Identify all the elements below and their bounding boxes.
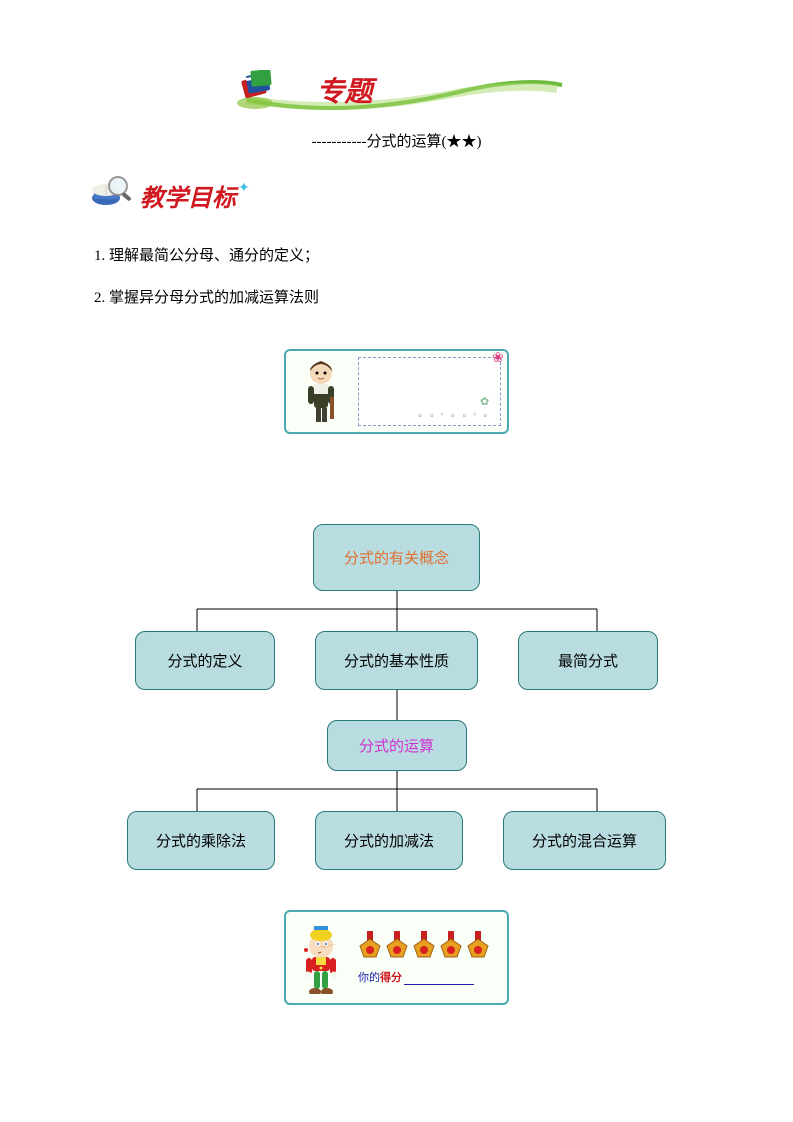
- objective-item: 2. 掌握异分母分式的加减运算法则: [94, 277, 703, 319]
- magnifier-book-icon: [90, 176, 132, 215]
- score-label: 你的得分: [358, 969, 490, 985]
- subtitle: -----------分式的运算(★★): [90, 130, 703, 151]
- chart-node: 分式的定义: [135, 631, 275, 690]
- objective-item: 1. 理解最简公分母、通分的定义；: [94, 235, 703, 277]
- swoosh-graphic: [227, 65, 567, 120]
- score-box: 你的得分: [284, 910, 509, 1005]
- chart-root-node: 分式的有关概念: [313, 524, 480, 591]
- medal-icon: [358, 931, 382, 961]
- decorative-character-box: ❀ ✿ ∘ ∘ ᵒ ∘ ∘ ᵒ ∘: [284, 349, 509, 434]
- section-heading: 教学目标 ✦: [90, 176, 703, 215]
- chart-node: 分式的加减法: [315, 811, 463, 870]
- chart-node: 分式的乘除法: [127, 811, 275, 870]
- concept-flowchart: 分式的有关概念 分式的定义 分式的基本性质 最简分式 分式的运算: [97, 524, 697, 870]
- chart-mid-node: 分式的运算: [327, 720, 467, 771]
- medal-icon: [385, 931, 409, 961]
- medal-row: [358, 931, 490, 961]
- character-icon: [294, 357, 349, 427]
- medal-icon: [439, 931, 463, 961]
- objectives-list: 1. 理解最简公分母、通分的定义； 2. 掌握异分母分式的加减运算法则: [94, 235, 703, 319]
- medal-icon: [466, 931, 490, 961]
- chart-node: 最简分式: [518, 631, 658, 690]
- sparkle-icon: ✦: [238, 180, 250, 197]
- medal-icon: [412, 931, 436, 961]
- chart-node: 分式的混合运算: [503, 811, 666, 870]
- topic-title: 专题: [317, 70, 373, 110]
- pinocchio-icon: [294, 924, 349, 994]
- topic-header: 专题: [90, 60, 703, 120]
- chart-node: 分式的基本性质: [315, 631, 478, 690]
